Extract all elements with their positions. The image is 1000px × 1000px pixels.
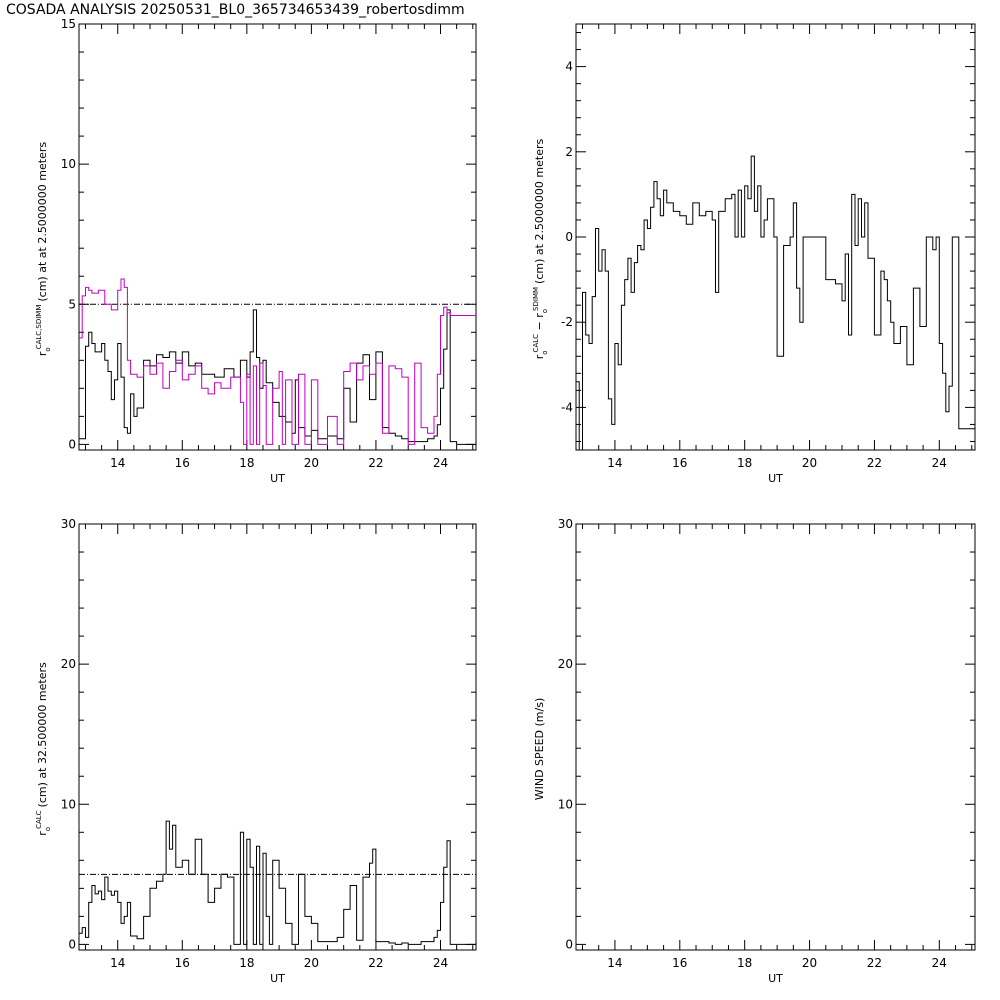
series-line-2 — [79, 278, 476, 445]
x-tick-label: 20 — [802, 456, 817, 470]
y-label-subscript: o — [44, 347, 52, 351]
y-tick-label: -4 — [561, 400, 573, 414]
y-label-superscript: CALC — [35, 810, 43, 829]
y-label-subscript-1: o — [541, 350, 549, 354]
y-label-rest: (cm) at 32.500000 meters — [36, 662, 49, 807]
x-axis-label: UT — [270, 472, 285, 485]
x-tick-label: 24 — [932, 456, 947, 470]
y-tick-label: 30 — [558, 517, 573, 531]
y-tick-label: 15 — [61, 17, 76, 31]
y-label-superscript: CALC,SDIMM — [35, 305, 43, 350]
x-tick-label: 22 — [368, 956, 383, 970]
y-axis-label: roCALC,SDIMM (cm) at at 2.5000000 meters — [35, 142, 52, 357]
y-label-minus-r: − r — [533, 313, 546, 334]
x-tick-label: 16 — [175, 956, 190, 970]
x-axis-label: UT — [768, 972, 783, 985]
y-tick-label: 20 — [61, 657, 76, 671]
x-tick-label: 18 — [239, 956, 254, 970]
x-tick-label: 20 — [802, 956, 817, 970]
y-tick-label: 0 — [565, 937, 573, 951]
y-tick-label: 30 — [61, 517, 76, 531]
y-tick-label: 10 — [558, 797, 573, 811]
y-tick-label: 0 — [68, 437, 76, 451]
x-tick-label: 14 — [110, 456, 125, 470]
series-line-1 — [576, 155, 975, 451]
x-tick-label: 16 — [672, 956, 687, 970]
x-tick-label: 24 — [932, 956, 947, 970]
series-layer — [79, 820, 476, 945]
y-axis-label: WIND SPEED (m/s) — [533, 698, 546, 801]
plot-frame — [78, 523, 477, 951]
y-axis-label: roCALC (cm) at 32.500000 meters — [35, 662, 52, 836]
x-tick-label: 24 — [433, 956, 448, 970]
x-tick-label: 18 — [737, 956, 752, 970]
panel-wind-speed: 14 16 18 20 22 24 0 10 20 30 UT WIND SPEED (m/s) — [533, 517, 976, 985]
x-tick-label: 18 — [239, 456, 254, 470]
y-axis-ticks: -4 -2 0 2 4 — [561, 32, 975, 442]
x-tick-label: 22 — [867, 456, 882, 470]
y-tick-label: 2 — [565, 145, 573, 159]
x-tick-label: 14 — [110, 956, 125, 970]
y-tick-label: 4 — [565, 60, 573, 74]
x-axis-ticks: 14 16 18 20 22 24 — [581, 24, 973, 470]
y-axis-ticks: 0 10 20 30 — [558, 517, 975, 951]
series-line-1 — [79, 820, 476, 945]
plot-frame — [78, 23, 477, 451]
y-label-superscript-2: SDIMM — [532, 287, 540, 311]
y-label-r: r — [36, 351, 49, 356]
x-tick-label: 16 — [175, 456, 190, 470]
series-layer — [79, 278, 476, 445]
x-tick-label: 20 — [304, 456, 319, 470]
y-label-subscript-2: o — [541, 309, 549, 313]
y-label-superscript-1: CALC — [532, 334, 540, 353]
y-label-subscript: o — [44, 827, 52, 831]
x-axis-ticks: 14 16 18 20 22 24 — [84, 524, 474, 970]
x-tick-label: 14 — [607, 956, 622, 970]
y-tick-label: 10 — [61, 797, 76, 811]
y-label-rest: (cm) at at 2.5000000 meters — [36, 142, 49, 302]
x-axis-label: UT — [768, 472, 783, 485]
y-label-rest: (cm) at 2.5000000 meters — [533, 138, 546, 283]
x-tick-label: 22 — [368, 456, 383, 470]
series-layer — [576, 155, 975, 451]
y-axis-label: roCALC − roSDIMM(cm) at 2.5000000 meters — [532, 138, 549, 359]
y-label-r: r — [36, 831, 49, 836]
x-tick-label: 24 — [433, 456, 448, 470]
plot-frame — [575, 523, 976, 951]
x-tick-label: 22 — [867, 956, 882, 970]
x-tick-label: 20 — [304, 956, 319, 970]
x-axis-label: UT — [270, 972, 285, 985]
y-tick-label: -2 — [561, 315, 573, 329]
x-tick-label: 14 — [607, 456, 622, 470]
x-tick-label: 16 — [672, 456, 687, 470]
y-tick-label: 20 — [558, 657, 573, 671]
series-line-1 — [79, 309, 476, 445]
y-label-r1: r — [533, 354, 546, 359]
x-axis-ticks: 14 16 18 20 22 24 — [84, 24, 474, 470]
panel-r0-calc-sdimm: 14 16 18 20 22 24 0 5 10 15 UT roCALC,SDIMM (cm) … — [35, 17, 477, 485]
x-axis-ticks: 14 16 18 20 22 24 — [581, 524, 973, 970]
x-tick-label: 18 — [737, 456, 752, 470]
panel-r0-calc-32m: 14 16 18 20 22 24 0 10 20 30 UT roCALC (cm) at 32… — [35, 517, 477, 985]
y-tick-label: 0 — [565, 230, 573, 244]
y-axis-ticks: 0 5 10 15 — [61, 17, 476, 451]
y-tick-label: 5 — [68, 297, 76, 311]
figure-title: COSADA ANALYSIS 20250531_BL0_36573465343… — [6, 2, 465, 18]
y-axis-ticks: 0 10 20 30 — [61, 517, 476, 951]
y-tick-label: 10 — [61, 157, 76, 171]
y-tick-label: 0 — [68, 937, 76, 951]
